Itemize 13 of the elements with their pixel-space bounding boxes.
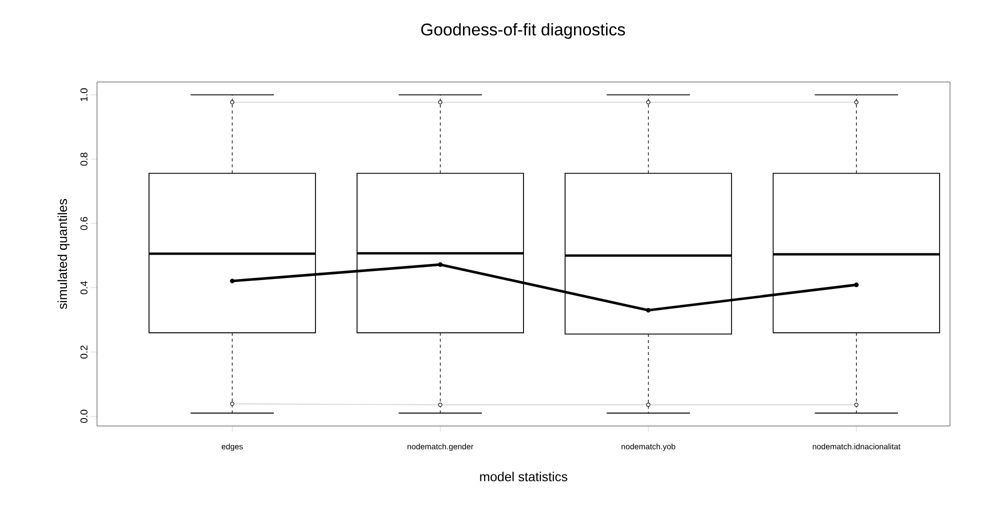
chart-title: Goodness-of-fit diagnostics <box>421 23 625 39</box>
y-tick-label: 0.0 <box>80 410 88 423</box>
point <box>230 278 235 284</box>
y-tick-label: 0.8 <box>80 152 88 166</box>
y-axis-title: simulated quantiles <box>58 199 70 310</box>
point <box>438 262 443 267</box>
y-tick-label: 1.0 <box>80 88 88 101</box>
x-axis-title: model statistics <box>480 472 568 482</box>
y-tick-label: 0.6 <box>80 216 88 230</box>
point <box>646 308 651 313</box>
y-tick-label: 0.2 <box>80 346 88 359</box>
y-tick-label: 0.4 <box>80 281 88 294</box>
point <box>854 282 859 288</box>
